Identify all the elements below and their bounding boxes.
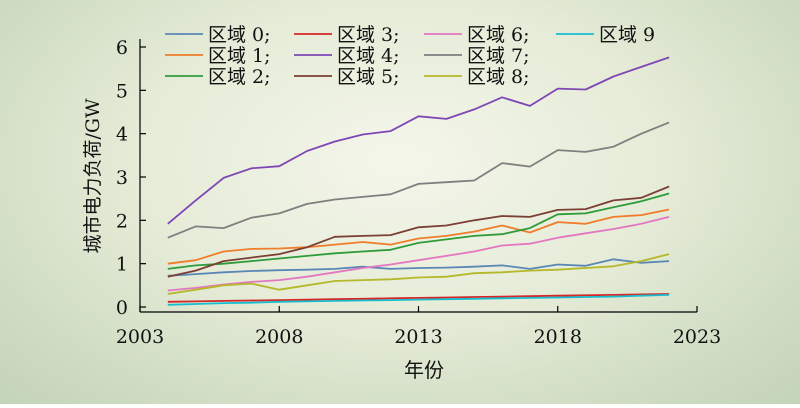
series-lines	[167, 56, 670, 306]
series-line-1	[167, 208, 670, 265]
y-tick-label: 1	[116, 254, 128, 276]
legend-label-4: 区域 4;	[337, 45, 400, 67]
x-ticks: 2003 2008 2013 2018 2023	[116, 306, 721, 348]
legend-label-8: 区域 8;	[467, 66, 530, 88]
axes: 2003 2008 2013 2018 2023 0 1 2 3 4 5 6	[116, 37, 721, 348]
y-axis-label: 城市电力负荷/GW	[82, 98, 104, 254]
legend-label-6: 区域 6;	[467, 24, 530, 46]
y-tick-label: 6	[116, 37, 128, 59]
legend-label-9: 区域 9	[599, 24, 655, 46]
x-tick-label: 2023	[673, 326, 721, 348]
y-tick-label: 0	[116, 297, 128, 319]
y-tick-label: 5	[116, 80, 128, 102]
y-ticks: 0 1 2 3 4 5 6	[116, 37, 146, 319]
series-line-9	[167, 294, 670, 306]
series-line-8	[167, 253, 670, 295]
series-line-5	[167, 185, 670, 278]
legend-label-7: 区域 7;	[467, 45, 530, 67]
legend-label-3: 区域 3;	[337, 24, 400, 46]
series-line-6	[167, 216, 670, 292]
x-tick-label: 2008	[255, 326, 303, 348]
series-line-0	[167, 258, 670, 277]
y-tick-label: 3	[116, 167, 128, 189]
x-tick-label: 2018	[534, 326, 582, 348]
series-line-2	[167, 192, 670, 270]
series-line-7	[167, 121, 670, 239]
legend-label-2: 区域 2;	[208, 66, 271, 88]
series-line-4	[167, 56, 670, 225]
x-tick-label: 2013	[394, 326, 442, 348]
x-tick-label: 2003	[116, 326, 164, 348]
legend-label-5: 区域 5;	[337, 66, 400, 88]
y-tick-label: 4	[116, 124, 128, 146]
series-line-3	[167, 293, 670, 303]
legend-label-1: 区域 1;	[208, 45, 271, 67]
x-axis-label: 年份	[404, 358, 444, 382]
legend: 区域 0;区域 1;区域 2; 区域 3;区域 4;区域 5; 区域 6;区域 7;…	[165, 24, 655, 88]
y-tick-label: 2	[116, 210, 128, 232]
legend-label-0: 区域 0;	[208, 24, 271, 46]
